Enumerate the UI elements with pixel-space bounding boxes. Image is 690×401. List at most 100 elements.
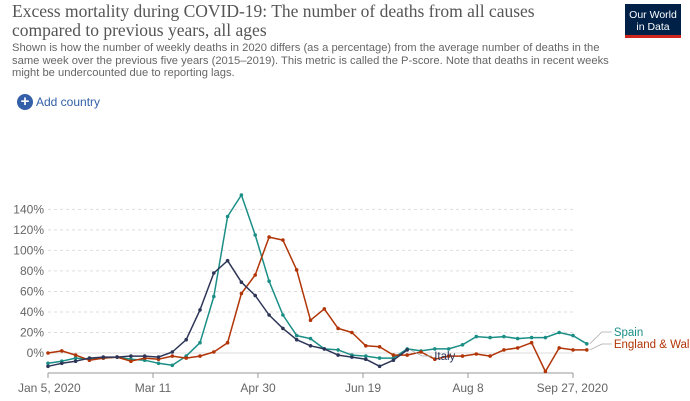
data-point — [198, 354, 202, 358]
data-point — [543, 369, 548, 374]
data-point — [253, 273, 257, 277]
data-point — [515, 336, 520, 341]
data-point — [239, 193, 244, 197]
owid-logo[interactable]: Our World in Data — [625, 4, 681, 38]
data-point — [322, 347, 327, 351]
data-point — [294, 337, 299, 342]
data-point — [87, 356, 92, 360]
data-point — [267, 313, 271, 317]
data-point — [198, 308, 202, 312]
data-point — [170, 363, 175, 368]
data-point — [46, 361, 50, 366]
data-point — [446, 354, 451, 358]
legend-connector — [410, 349, 433, 357]
data-point — [515, 346, 520, 350]
data-point — [336, 353, 340, 357]
y-tick-label: 100% — [13, 243, 44, 257]
data-point — [488, 354, 492, 358]
data-point — [529, 340, 534, 345]
data-point — [474, 334, 479, 339]
x-tick-label: Sep 27, 2020 — [537, 381, 609, 395]
data-point — [364, 354, 368, 358]
data-point — [46, 364, 50, 369]
logo-line-2: in Data — [636, 21, 670, 33]
data-point — [156, 355, 161, 359]
y-tick-label: 0% — [27, 346, 45, 360]
data-point — [184, 356, 188, 360]
data-point — [294, 268, 299, 272]
data-point — [212, 294, 216, 299]
add-country-label: Add country — [36, 95, 101, 109]
y-tick-label: 80% — [20, 264, 44, 278]
data-point — [184, 337, 188, 342]
data-point — [557, 346, 561, 350]
data-point — [308, 318, 313, 323]
legend-connector — [589, 331, 612, 345]
data-point — [212, 271, 216, 275]
data-point — [142, 354, 147, 358]
data-point — [73, 353, 78, 357]
data-point — [336, 348, 340, 352]
data-point — [350, 330, 354, 335]
data-point — [405, 353, 410, 357]
data-point — [308, 336, 313, 341]
data-point — [502, 348, 506, 352]
data-point — [585, 348, 589, 352]
data-point — [60, 349, 64, 353]
series-line — [47, 194, 588, 367]
data-point — [267, 279, 271, 284]
data-point — [73, 356, 78, 360]
y-tick-label: 40% — [20, 305, 44, 319]
logo-line-1: Our World — [629, 9, 677, 21]
data-point — [156, 361, 161, 366]
data-point — [377, 364, 382, 369]
data-point — [433, 357, 437, 362]
data-point — [101, 355, 106, 359]
chart-title: Excess mortality during COVID-19: The nu… — [12, 1, 535, 40]
data-point — [585, 342, 589, 346]
data-point — [294, 333, 299, 338]
add-country-button[interactable]: + Add country — [17, 94, 100, 110]
data-point — [446, 347, 451, 351]
series-line — [47, 236, 587, 373]
data-point — [364, 344, 368, 348]
data-point — [391, 353, 396, 357]
legend-label: England & Wales — [614, 339, 690, 351]
data-point — [308, 344, 313, 348]
legend-label: Spain — [614, 327, 643, 339]
data-point — [571, 333, 575, 338]
x-tick-label: Jun 19 — [345, 381, 381, 395]
data-point — [391, 358, 396, 363]
data-point — [73, 359, 78, 364]
data-point — [46, 351, 50, 355]
logo-accent-bar — [625, 35, 681, 38]
data-point — [543, 335, 548, 340]
data-point — [529, 335, 534, 340]
data-point — [212, 350, 216, 354]
data-point — [433, 347, 437, 351]
data-point — [129, 359, 133, 364]
data-point — [336, 326, 340, 331]
data-point — [419, 350, 423, 354]
x-tick-label: Aug 8 — [452, 381, 484, 395]
data-point — [253, 233, 257, 237]
x-tick-label: Apr 30 — [240, 381, 276, 395]
data-point — [281, 326, 285, 331]
data-point — [460, 343, 465, 347]
data-point — [405, 348, 410, 352]
data-point — [460, 354, 465, 358]
data-point — [474, 352, 479, 356]
y-tick-label: 20% — [20, 325, 44, 339]
series-line — [47, 259, 408, 368]
data-point — [225, 258, 230, 263]
chart-subtitle: Shown is how the number of weekly deaths… — [12, 42, 609, 79]
data-point — [198, 340, 202, 345]
data-point — [253, 293, 257, 298]
legend-label: Italy — [434, 351, 455, 363]
data-point — [60, 361, 64, 366]
data-point — [322, 307, 327, 311]
data-point — [557, 330, 561, 335]
data-point — [239, 280, 244, 285]
data-point — [225, 214, 230, 219]
